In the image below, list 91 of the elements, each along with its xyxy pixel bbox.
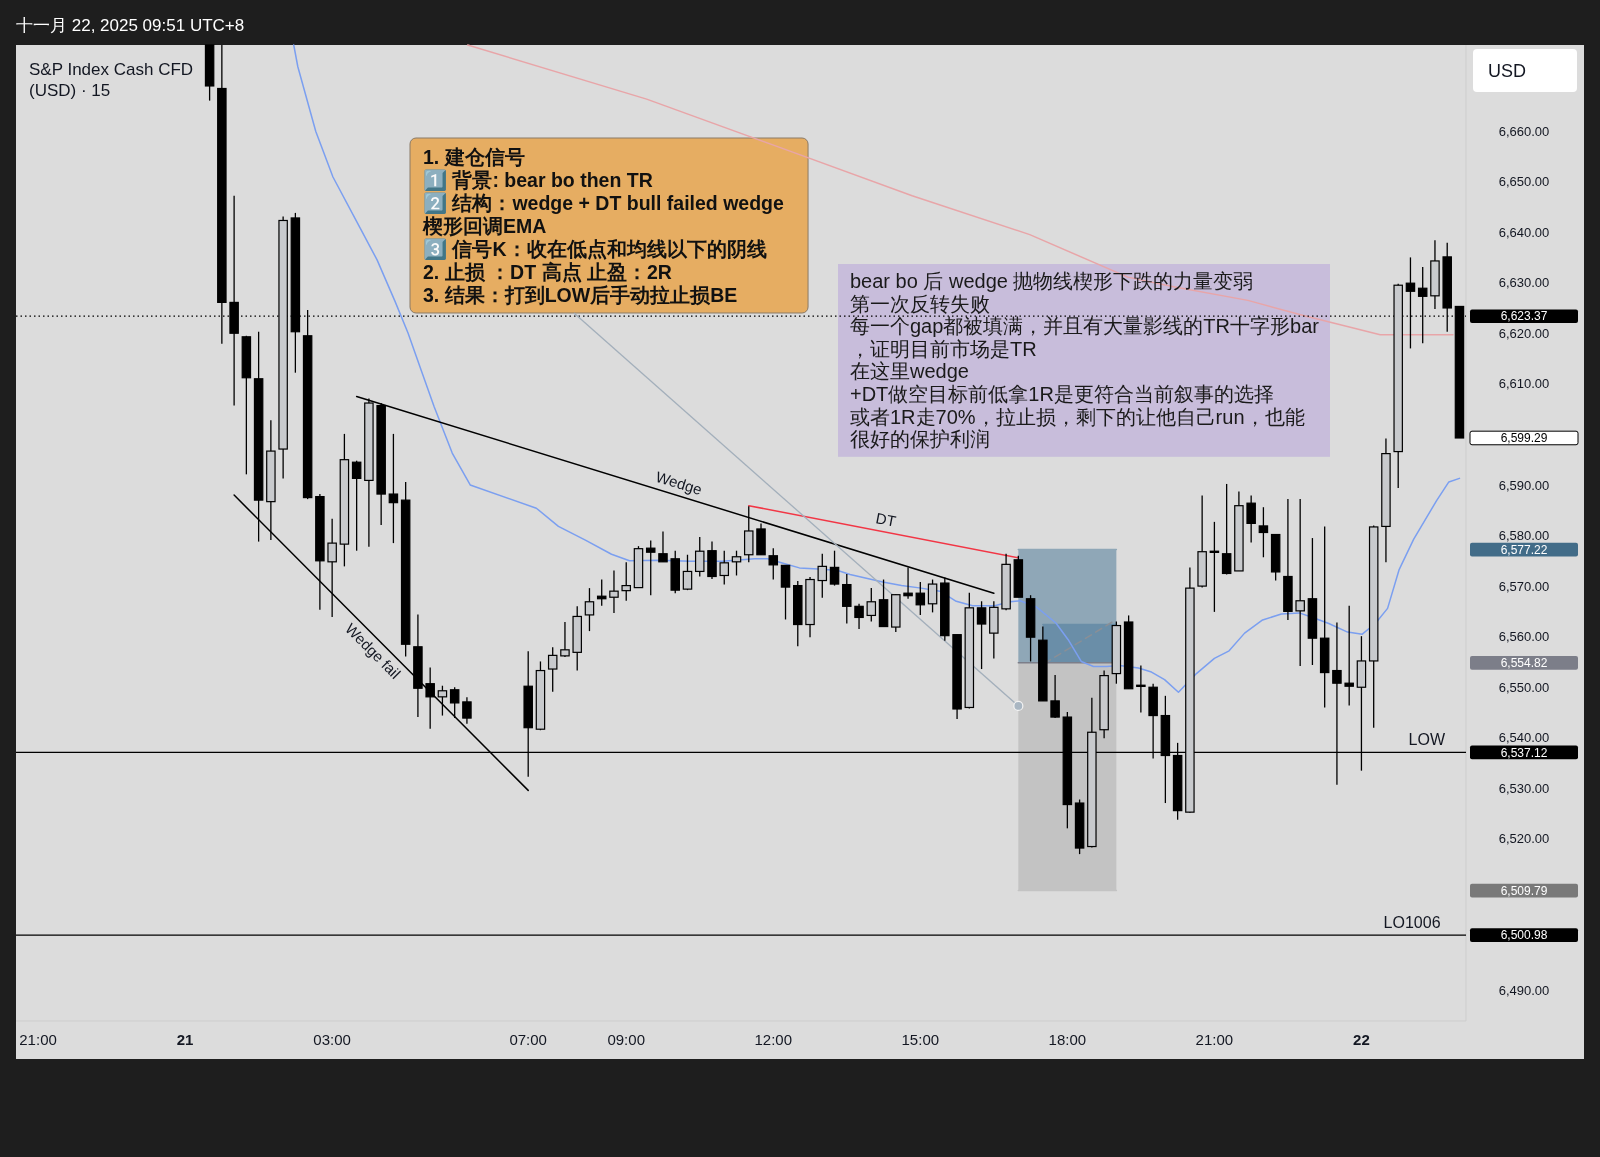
y-tick-label: 6,590.00: [1498, 477, 1550, 493]
y-tick-label: 6,560.00: [1498, 629, 1550, 645]
candlestick: [449, 686, 460, 719]
y-tick-label: 6,490.00: [1498, 983, 1550, 999]
x-tick-label: 21: [176, 1031, 194, 1048]
candlestick: [927, 578, 938, 614]
candlestick: [1136, 664, 1146, 714]
annotation: LO1006: [1383, 914, 1441, 932]
y-tick-label: 6,660.00: [1498, 123, 1550, 139]
text: S&P Index Cash CFD (USD) · 15: [29, 60, 194, 100]
candlestick: [351, 460, 362, 552]
candlestick: [621, 561, 631, 602]
candlestick: [1295, 498, 1305, 667]
candlestick: [743, 505, 754, 563]
candlestick: [1221, 483, 1232, 576]
y-tick-label: 6,570.00: [1498, 578, 1550, 594]
candlestick: [694, 536, 705, 578]
y-tick-label: 6,554.82: [1500, 656, 1548, 671]
annotation: 楔形回调EMA: [422, 214, 547, 237]
candlestick: [658, 530, 668, 563]
annotation: 2. 止损 ：DT 高点 止盈：2R: [423, 260, 672, 283]
annotation: 每一个gap都被填满，并且有大量影线的TR十字形bar: [850, 315, 1320, 338]
chart-subtitle: 十一月 22, 2025 09:51 UTC+8: [16, 16, 245, 35]
candlestick: [829, 550, 840, 587]
candlestick: [866, 587, 877, 623]
line-series: [293, 44, 1461, 694]
text: DT: [874, 509, 898, 530]
candlestick: [915, 581, 926, 616]
candlestick: [780, 564, 791, 621]
y-tick-label: 6,540.00: [1498, 730, 1550, 746]
candlestick: [976, 600, 987, 670]
x-tick-label: 18:00: [1048, 1031, 1087, 1048]
candlestick: [645, 539, 656, 596]
y-tick-label: 6,599.29: [1500, 431, 1548, 446]
x-tick-label: 07:00: [509, 1031, 547, 1048]
x-tick-label: 22: [1353, 1031, 1370, 1048]
candlestick: [437, 685, 448, 717]
y-tick-label: 6,550.00: [1498, 679, 1550, 695]
annotation: ，证明目前市场是TR: [850, 337, 1037, 360]
annotation: LOW: [1408, 731, 1446, 749]
x-tick-label: 09:00: [607, 1031, 645, 1048]
candlestick: [682, 554, 693, 591]
ref-line-label: 6,500.98: [1500, 928, 1548, 943]
candlestick: [1258, 506, 1269, 558]
annotation: +DT做空目标前低拿1R是更符合当前叙事的选择: [850, 383, 1274, 405]
annotation: 在这里wedge: [850, 360, 969, 383]
candlestick: [584, 587, 595, 632]
annotation: 3⃣ 信号K：收在低点和均线以下的阴线: [423, 237, 767, 261]
ref-line-label: 6,623.37: [1500, 309, 1548, 324]
candlestick: [560, 621, 570, 658]
y-tick-label: 6,577.22: [1500, 542, 1548, 557]
y-tick-label: 6,530.00: [1498, 780, 1550, 796]
x-tick-label: 15:00: [901, 1031, 940, 1048]
candlestick: [768, 547, 779, 581]
y-tick-label: 6,610.00: [1498, 376, 1550, 392]
y-tick-label: 6,640.00: [1498, 224, 1550, 240]
annotation: 1⃣ 背景: bear bo then TR: [423, 168, 653, 192]
annotation: 2⃣ 结构：wedge + DT bull failed wedge: [423, 191, 784, 215]
annotation: bear bo 后 wedge 抛物线楔形下跌的力量变弱: [850, 270, 1254, 292]
y-tick-label: 6,509.79: [1500, 883, 1548, 898]
y-tick-label: 6,580.00: [1498, 528, 1550, 544]
candlestick: [388, 433, 399, 544]
annotation: 3. 结果：打到LOW后手动拉止损BE: [423, 283, 738, 306]
candlestick: [1344, 605, 1354, 707]
y-tick-label: 6,520.00: [1498, 831, 1550, 847]
text: Wedge: [653, 467, 705, 498]
ref-line-label: 6,537.12: [1500, 745, 1548, 760]
candlestick: [842, 573, 852, 625]
annotation: 或者1R走70%，拉止损，剩下的让他自己run，也能: [850, 405, 1305, 428]
x-tick-label: 21:00: [19, 1031, 57, 1048]
y-axis-title: USD: [1488, 61, 1527, 81]
candlestick: [462, 696, 472, 725]
candlestick: [719, 550, 730, 586]
x-tick-label: 03:00: [313, 1031, 351, 1048]
candlestick: [609, 569, 619, 614]
candlestick: [327, 518, 337, 618]
candlestick: [731, 550, 742, 577]
y-tick-label: 6,630.00: [1498, 275, 1550, 291]
x-tick-label: 12:00: [754, 1031, 793, 1048]
annotation: 第一次反转失败: [850, 292, 990, 315]
x-tick-label: 21:00: [1195, 1031, 1234, 1048]
candlestick: [854, 603, 864, 630]
candlestick: [547, 646, 558, 693]
y-tick-label: 6,650.00: [1498, 174, 1550, 190]
candlestick: [817, 553, 828, 599]
candlestick: [425, 666, 435, 730]
candlestick: [1050, 674, 1060, 719]
y-tick-label: 6,620.00: [1498, 325, 1550, 341]
candlestick: [1246, 494, 1256, 544]
annotation: 很好的保护利润: [850, 428, 990, 451]
annotation: 1. 建仓信号: [423, 145, 525, 168]
